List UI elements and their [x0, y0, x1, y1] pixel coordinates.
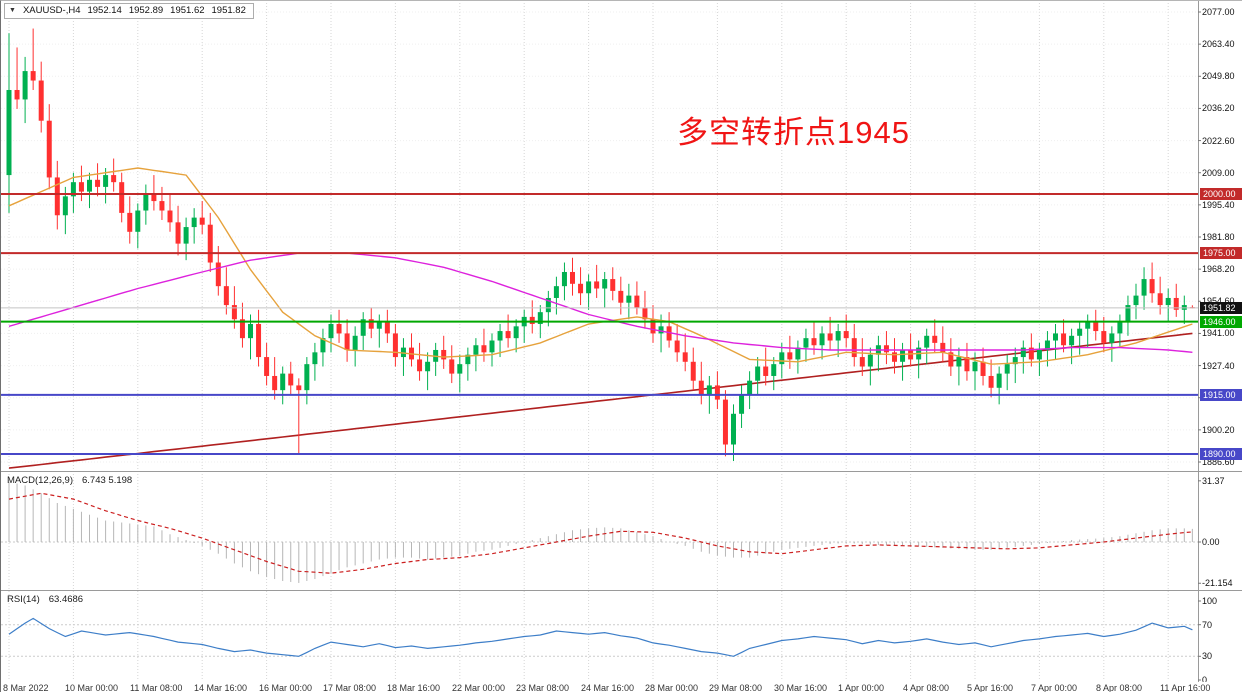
price-tick-label: 1981.80 — [1202, 232, 1235, 242]
time-axis[interactable]: 8 Mar 2022 10 Mar 00:00 11 Mar 08:00 14 Mar… — [1, 682, 1242, 692]
macd-tick-label: 0.00 — [1202, 537, 1220, 547]
time-axis-label: 5 Apr 16:00 — [967, 683, 1014, 692]
time-axis-label: 28 Mar 00:00 — [645, 683, 699, 692]
time-axis-label: 1 Apr 00:00 — [838, 683, 885, 692]
price-tag: 1975.00 — [1200, 247, 1242, 260]
price-tick-label: 1968.20 — [1202, 264, 1235, 275]
time-axis-label: 22 Mar 00:00 — [452, 683, 506, 692]
ohlc-high-value: 1952.89 — [128, 5, 164, 16]
price-tick-label: 1995.40 — [1202, 199, 1235, 210]
price-tick-label: 2049.80 — [1202, 71, 1235, 82]
annotation-text: 多空转折点1945 — [677, 115, 910, 150]
time-axis-label: 17 Mar 08:00 — [323, 683, 377, 692]
macd-pane-label: MACD(12,26,9) 6.743 5.198 — [7, 475, 132, 486]
rsi-pane-label: RSI(14) 63.4686 — [7, 594, 83, 605]
symbol-info-box[interactable]: ▼ XAUUSD-,H4 1952.14 1952.89 1951.62 195… — [4, 3, 254, 19]
rsi-pane[interactable] — [1, 591, 1198, 682]
time-axis-label: 7 Apr 00:00 — [1031, 683, 1078, 692]
price-tick-label: 1886.60 — [1202, 457, 1235, 467]
time-axis-label: 8 Mar 2022 — [3, 683, 49, 692]
ohlc-low-value: 1951.62 — [170, 5, 205, 16]
price-tag: 1890.00 — [1200, 447, 1242, 460]
collapse-arrow-icon[interactable]: ▼ — [9, 7, 16, 14]
price-tag: 1915.00 — [1200, 388, 1242, 401]
time-axis-label: 11 Mar 08:00 — [130, 683, 183, 692]
macd-tick-label: 31.37 — [1202, 475, 1225, 486]
price-tag: 2000.00 — [1200, 187, 1242, 200]
price-tick-label: 1900.20 — [1202, 424, 1235, 435]
time-axis-label: 29 Mar 08:00 — [709, 683, 763, 692]
rsi-indicator-name: RSI(14) — [7, 594, 40, 605]
rsi-value: 63.4686 — [48, 594, 84, 605]
price-axis[interactable]: 2077.00 2063.40 2049.80 2036.20 2022.60 2009.… — [1198, 1, 1242, 692]
price-tick-label: 1941.00 — [1202, 328, 1235, 339]
rsi-tick-label: 100 — [1202, 596, 1218, 606]
time-axis-label: 24 Mar 16:00 — [581, 683, 635, 692]
main-pane[interactable] — [1, 1, 1198, 471]
macd-indicator-name: MACD(12,26,9) — [7, 475, 73, 486]
ohlc-open-value: 1952.14 — [87, 5, 122, 16]
time-axis-label: 10 Mar 00:00 — [65, 683, 119, 692]
time-axis-label: 8 Apr 08:00 — [1096, 683, 1143, 692]
time-axis-label: 30 Mar 16:00 — [774, 683, 828, 692]
price-tag: 1951.82 — [1200, 301, 1242, 314]
macd-values: 6.743 5.198 — [82, 475, 133, 486]
price-tick-label: 2036.20 — [1202, 103, 1235, 114]
price-tick-label: 1927.40 — [1202, 360, 1235, 371]
price-tick-label: 2022.60 — [1202, 135, 1235, 146]
ohlc-close-value: 1951.82 — [211, 5, 246, 16]
time-axis-label: 11 Apr 16:00 — [1160, 683, 1211, 692]
macd-tick-label: -21.154 — [1202, 578, 1233, 589]
macd-pane[interactable] — [1, 472, 1198, 590]
symbol-timeframe-label: XAUUSD-,H4 — [22, 5, 81, 16]
time-axis-label: 14 Mar 16:00 — [194, 683, 248, 692]
time-axis-label: 4 Apr 08:00 — [903, 683, 950, 692]
price-tick-label: 1954.60 — [1202, 296, 1235, 306]
rsi-tick-label: 70 — [1202, 619, 1213, 630]
price-tick-label: 2009.00 — [1202, 167, 1235, 178]
time-axis-label: 16 Mar 00:00 — [259, 683, 313, 692]
price-tag: 1946.00 — [1200, 315, 1242, 328]
time-axis-label: 18 Mar 16:00 — [387, 683, 441, 692]
price-tick-label: 2077.00 — [1202, 7, 1235, 17]
rsi-tick-label: 0 — [1202, 675, 1208, 685]
time-axis-label: 23 Mar 08:00 — [516, 683, 570, 692]
rsi-tick-label: 30 — [1202, 651, 1213, 662]
price-tick-label: 2063.40 — [1202, 39, 1235, 50]
